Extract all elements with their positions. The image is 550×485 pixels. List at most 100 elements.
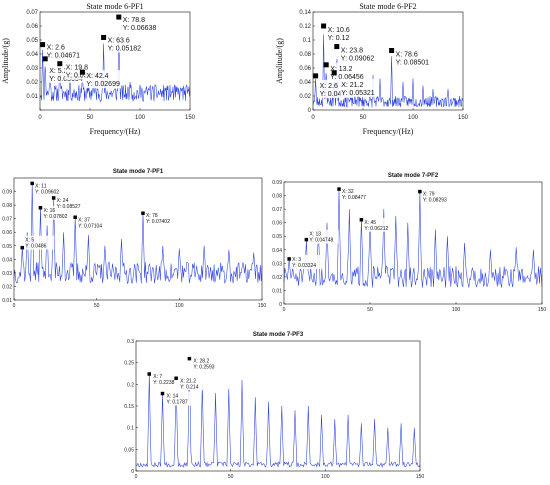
x-tick-label: 50 [367,307,373,313]
datatip-x-label: X: 21.2 [341,82,363,89]
datatip-marker[interactable] [42,56,48,62]
datatip-box [341,187,372,202]
datatip-marker[interactable] [101,34,107,40]
datatip[interactable]: X: 37Y: 0.07104 [73,215,108,230]
datatip[interactable]: X: 78Y: 0.07402 [141,211,175,226]
datatip-y-label: Y: 0.03324 [292,263,316,269]
datatip-x-label: X: 2.6 [47,45,65,52]
chart-title: State mode 6-PF1 [86,2,143,11]
datatip-x-label: X: 32 [342,189,354,195]
datatip-x-label: X: 14 [167,394,179,400]
datatip[interactable]: X: 21.2Y: 0.214 [174,376,210,391]
datatip-box [329,62,366,81]
datatip-marker[interactable] [174,376,178,381]
datatip-box [339,44,376,63]
datatip-box [152,372,183,387]
datatip-box [421,189,452,204]
datatip-marker[interactable] [359,218,364,222]
datatip[interactable]: X: 78.8Y: 0.06638 [116,14,158,32]
datatip-marker[interactable] [304,237,309,242]
y-tick-label: 0 [308,108,312,114]
datatip-marker[interactable] [313,73,319,79]
datatip-marker[interactable] [51,196,56,200]
x-tick-label: 50 [94,303,100,309]
datatip-marker[interactable] [321,23,327,29]
datatip[interactable]: X: 11Y: 0.09602 [30,181,65,196]
datatip-box [85,70,122,89]
x-tick-label: 0 [283,307,286,313]
datatip-y-label: Y: 0.06456 [330,74,364,81]
y-tick-label: 0.25 [124,361,134,367]
datatip[interactable]: X: 14Y: 0.1787 [160,391,196,406]
chart-pf2_7: State mode 7-PF2 0 50 100 150 0 0.01 0.02 0.03 0.… [272,173,546,313]
datatip-y-label: Y: 0.05321 [341,90,375,97]
datatip[interactable]: X: 2.6Y: 0.04671 [40,41,82,60]
datatip[interactable]: X: 28.2Y: 0.2593 [187,356,223,371]
datatip-marker[interactable] [160,391,165,396]
datatip-box [165,391,196,406]
datatip[interactable]: X: 45Y: 0.06212 [359,217,394,232]
datatip-x-label: X: 13.2 [330,66,352,73]
datatip[interactable]: X: 21.2Y: 0.05321 [331,70,377,97]
y-tick-label: 0 [131,469,134,475]
datatip-marker[interactable] [79,69,85,75]
datatip-marker[interactable] [187,356,192,361]
y-tick-label: 0.04 [26,52,38,58]
datatip[interactable]: X: 5Y: 0.0486 [20,235,55,250]
datatip-marker[interactable] [57,61,63,67]
datatip[interactable]: X: 23.8Y: 0.09062 [334,44,376,63]
datatip-marker[interactable] [141,211,145,215]
datatip-box [340,78,377,97]
datatip-marker[interactable] [116,14,122,20]
datatip-x-label: X: 63.6 [108,37,130,44]
datatip-x-label: X: 23.8 [341,48,363,55]
datatip-y-label: Y: 0.07104 [78,223,102,229]
datatip[interactable]: X: 32Y: 0.08477 [337,187,372,202]
datatip[interactable]: X: 24Y: 0.08527 [51,195,86,210]
datatip-marker[interactable] [147,372,152,376]
datatip-x-label: X: 37 [78,217,90,223]
datatip-box [291,254,322,269]
datatip-box [121,14,158,33]
datatip[interactable]: X: 13.2Y: 0.06456 [323,62,366,81]
datatip-y-label: Y: 0.09602 [35,189,59,195]
datatip-marker[interactable] [40,42,46,48]
datatip[interactable]: X: 13Y: 0.04748 [304,229,339,244]
y-tick-label: 0.04 [299,80,311,86]
signal-series-line [283,189,543,288]
datatip-x-label: X: 10.6 [328,27,350,34]
datatip-box [24,235,55,250]
datatip-y-label: Y: 0.2593 [193,365,214,371]
y-tick-label: 0.08 [299,52,311,58]
x-tick-label: 0 [13,303,16,309]
datatip-x-label: X: 28.2 [193,359,209,365]
datatip[interactable]: X: 7Y: 0.2238 [147,372,183,387]
datatip-marker[interactable] [287,257,291,261]
datatip-y-label: Y: 0.06638 [123,25,157,32]
datatip-x-label: X: 21.2 [180,378,196,384]
datatip[interactable]: X: 10.6Y: 0.12 [321,23,363,43]
datatip-marker[interactable] [73,215,77,220]
datatip-x-label: X: 11 [35,183,47,189]
datatip-marker[interactable] [337,187,341,191]
signal-series-line [39,33,191,103]
datatip-marker[interactable] [389,47,395,53]
x-tick-label: 150 [258,303,267,309]
datatip-marker[interactable] [30,181,34,186]
datatip[interactable]: X: 63.6Y: 0.05182 [101,34,143,53]
datatip-marker[interactable] [331,70,337,76]
datatip[interactable]: X: 79Y: 0.08293 [418,189,452,204]
datatip[interactable]: X: 78.6Y: 0.08501 [389,47,431,67]
datatip-y-label: Y: 0.04748 [309,238,333,244]
datatip-marker[interactable] [418,189,422,194]
datatip-marker[interactable] [38,206,43,210]
datatip-marker[interactable] [20,245,25,250]
datatip-marker[interactable] [323,62,329,68]
datatip-marker[interactable] [334,44,340,50]
datatip-box [192,356,223,371]
datatip[interactable]: X: 42.4Y: 0.02699 [79,69,122,89]
x-tick-label: 100 [408,115,419,121]
datatip-y-label: Y: 0.04876 [320,91,354,98]
datatip-x-label: X: 79 [423,192,435,198]
datatip[interactable]: X: 3Y: 0.03324 [287,254,322,269]
